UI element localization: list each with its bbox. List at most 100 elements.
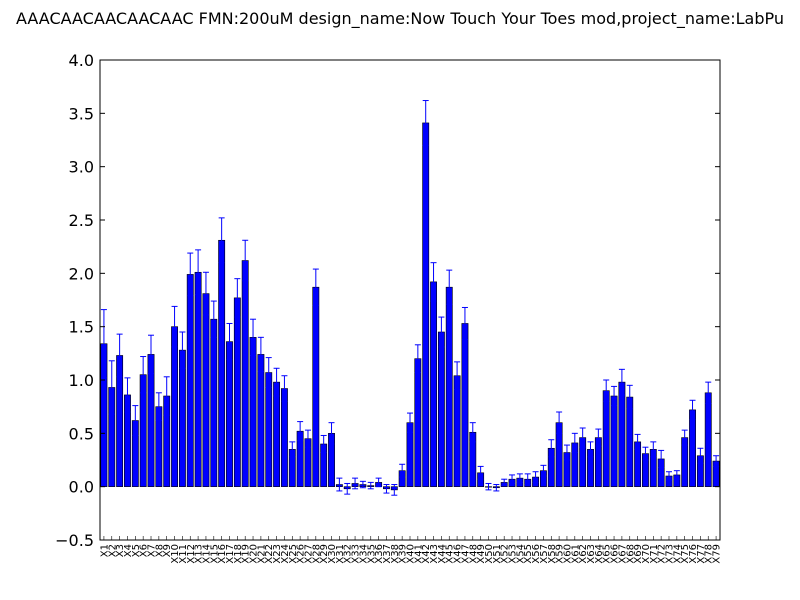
errorbar-X72 — [658, 449, 665, 468]
x-tick-label: X57 — [539, 544, 550, 564]
errorbar-X32 — [344, 482, 351, 495]
errorbar-X45 — [446, 269, 453, 305]
x-tick-label: X58 — [547, 544, 558, 564]
x-tick-label: X76 — [688, 544, 699, 564]
bar-X23 — [273, 381, 281, 487]
errorbar-X65 — [603, 379, 610, 402]
errorbar-X30 — [328, 422, 335, 445]
bars-group — [100, 122, 720, 491]
errorbar-X2 — [108, 360, 115, 415]
errorbar-X35 — [367, 481, 374, 490]
errorbar-X55 — [524, 473, 531, 486]
errorbar-X27 — [304, 429, 311, 448]
bar-X7 — [147, 354, 155, 487]
x-tick-label: X75 — [680, 544, 691, 564]
errorbar-X19 — [242, 239, 249, 282]
x-tick-label: X4 — [123, 544, 134, 557]
errorbar-X40 — [407, 412, 413, 433]
bar-X67 — [618, 381, 626, 487]
errorbar-X4 — [124, 377, 131, 413]
bar-X13 — [194, 271, 202, 487]
x-tick-label: X56 — [531, 544, 542, 564]
x-tick-label: X45 — [445, 544, 456, 564]
x-tick-label: X63 — [586, 544, 597, 564]
x-tick-label: X26 — [296, 544, 307, 564]
y-tick-label: 0.0 — [69, 478, 94, 497]
x-tick-label: X24 — [280, 544, 291, 564]
x-tick-label: X29 — [319, 544, 330, 564]
errorbar-X39 — [399, 463, 406, 478]
errorbar-X59 — [556, 411, 563, 434]
errorbars-group — [100, 100, 720, 496]
errorbar-X51 — [493, 484, 500, 492]
x-tick-label: X60 — [562, 544, 573, 564]
errorbar-X20 — [250, 318, 257, 356]
x-tick-label: X69 — [633, 544, 644, 564]
x-tick-label: X16 — [217, 544, 228, 564]
errorbar-X62 — [579, 427, 586, 448]
errorbar-X38 — [391, 484, 398, 496]
bar-X41 — [414, 358, 422, 487]
errorbar-X54 — [516, 473, 523, 483]
x-tick-label: X54 — [515, 544, 526, 564]
x-tick-label: X68 — [625, 544, 636, 564]
bar-X16 — [218, 239, 226, 487]
bar-X17 — [226, 341, 233, 487]
errorbar-X13 — [195, 249, 202, 296]
x-tick-label: X1 — [99, 544, 110, 557]
errorbar-X6 — [140, 356, 147, 394]
x-tick-label: X71 — [649, 544, 660, 564]
errorbar-X41 — [414, 344, 421, 374]
bar-X68 — [626, 396, 634, 487]
x-tick-label: X18 — [233, 544, 244, 564]
y-tick-label: −0.5 — [55, 531, 94, 550]
x-tick-label: X20 — [249, 544, 260, 564]
x-tick-label: X70 — [641, 544, 652, 564]
errorbar-X56 — [532, 471, 539, 483]
x-tick-label: X35 — [366, 544, 377, 564]
bar-X46 — [453, 375, 461, 487]
x-tick-label: X62 — [578, 544, 589, 564]
x-tick-label: X10 — [170, 544, 181, 564]
bar-X42 — [422, 122, 430, 487]
x-tick-label: X38 — [390, 544, 401, 564]
errorbar-X50 — [485, 482, 492, 491]
bar-X47 — [461, 323, 469, 487]
x-tick-label: X17 — [225, 544, 236, 564]
x-tick-label: X32 — [343, 544, 354, 564]
errorbar-X25 — [289, 441, 296, 458]
errorbar-X12 — [187, 252, 194, 297]
x-tick-label: X11 — [178, 544, 189, 564]
errorbar-X43 — [430, 262, 437, 302]
x-tick-label: X49 — [476, 544, 487, 564]
x-tick-label: X34 — [358, 544, 369, 564]
errorbar-X37 — [383, 484, 390, 494]
errorbar-X58 — [548, 439, 555, 458]
y-tick-label: 4.0 — [69, 51, 94, 70]
x-tick-label: X52 — [500, 544, 511, 564]
errorbar-X26 — [297, 421, 304, 442]
x-tick-label: X66 — [610, 544, 621, 564]
errorbar-X28 — [312, 268, 319, 306]
x-tick-label: X30 — [327, 544, 338, 564]
x-tick-label: X44 — [437, 544, 448, 564]
x-tick-label: X64 — [594, 544, 605, 564]
x-axis: X1X2X3X4X5X6X7X8X9X10X11X12X13X14X15X16X… — [99, 536, 723, 564]
bar-X28 — [312, 286, 320, 487]
errorbar-X3 — [116, 333, 123, 378]
errorbar-X73 — [665, 471, 672, 481]
bar-X21 — [257, 354, 265, 487]
x-tick-label: X51 — [492, 544, 503, 564]
x-tick-label: X2 — [107, 544, 118, 557]
y-tick-label: 3.5 — [69, 104, 94, 123]
x-tick-label: X50 — [484, 544, 495, 564]
x-tick-label: X40 — [406, 544, 417, 564]
errorbar-X71 — [650, 441, 657, 458]
x-tick-label: X47 — [460, 544, 471, 564]
errorbar-X69 — [634, 433, 641, 450]
x-tick-label: X36 — [374, 544, 385, 564]
errorbar-X36 — [375, 477, 382, 488]
errorbar-X53 — [509, 474, 516, 484]
x-tick-label: X12 — [186, 544, 197, 564]
